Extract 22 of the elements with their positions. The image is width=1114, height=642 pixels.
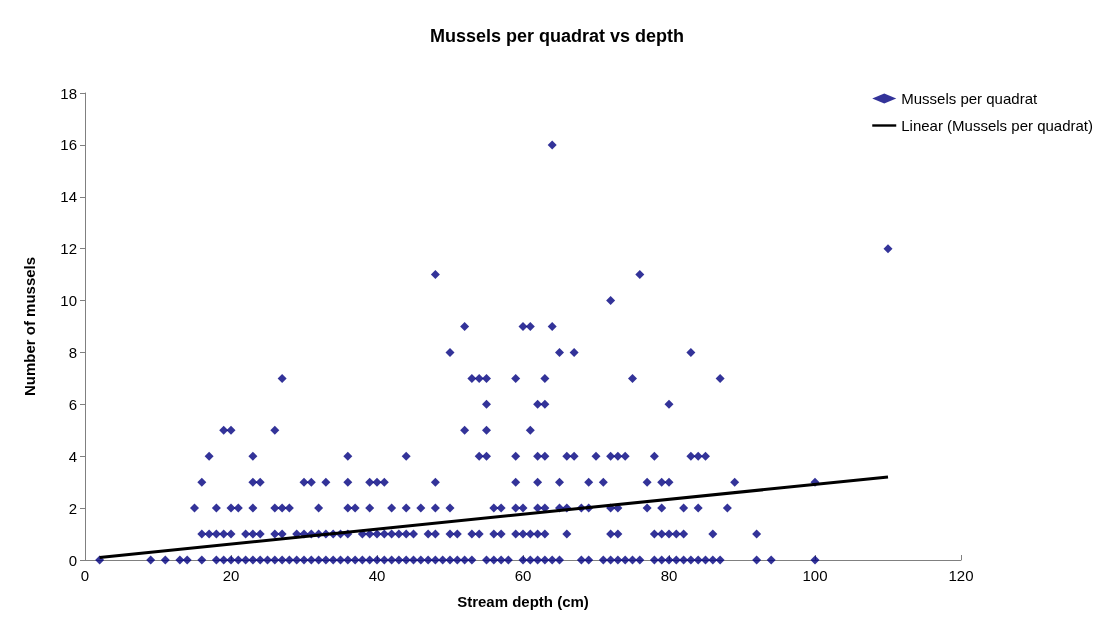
y-tick-label: 4 <box>68 447 77 465</box>
y-tick-label: 14 <box>60 188 77 206</box>
y-axis-title: Number of mussels <box>21 256 38 397</box>
x-tick-label: 60 <box>514 567 532 584</box>
y-tick-label: 12 <box>60 240 77 258</box>
x-tick-label: 80 <box>660 567 678 584</box>
y-tick-label: 16 <box>60 136 77 154</box>
x-tick-label: 20 <box>222 567 240 584</box>
x-axis-title: Stream depth (cm) <box>457 593 589 610</box>
y-tick-label: 8 <box>68 343 77 361</box>
x-tick-label: 40 <box>368 567 386 584</box>
y-tick-label: 2 <box>68 499 77 517</box>
y-tick-label: 0 <box>68 551 77 569</box>
legend-label: Linear (Mussels per quadrat) <box>901 117 1094 134</box>
x-tick-label: 120 <box>948 567 974 584</box>
y-tick-label: 18 <box>60 84 77 102</box>
x-tick-label: 100 <box>802 567 828 584</box>
x-tick-label: 0 <box>80 567 90 584</box>
y-tick-label: 6 <box>68 395 77 413</box>
legend-label: Mussels per quadrat <box>901 90 1038 107</box>
y-tick-label: 10 <box>60 292 77 310</box>
chart-title: Mussels per quadrat vs depth <box>429 26 685 46</box>
